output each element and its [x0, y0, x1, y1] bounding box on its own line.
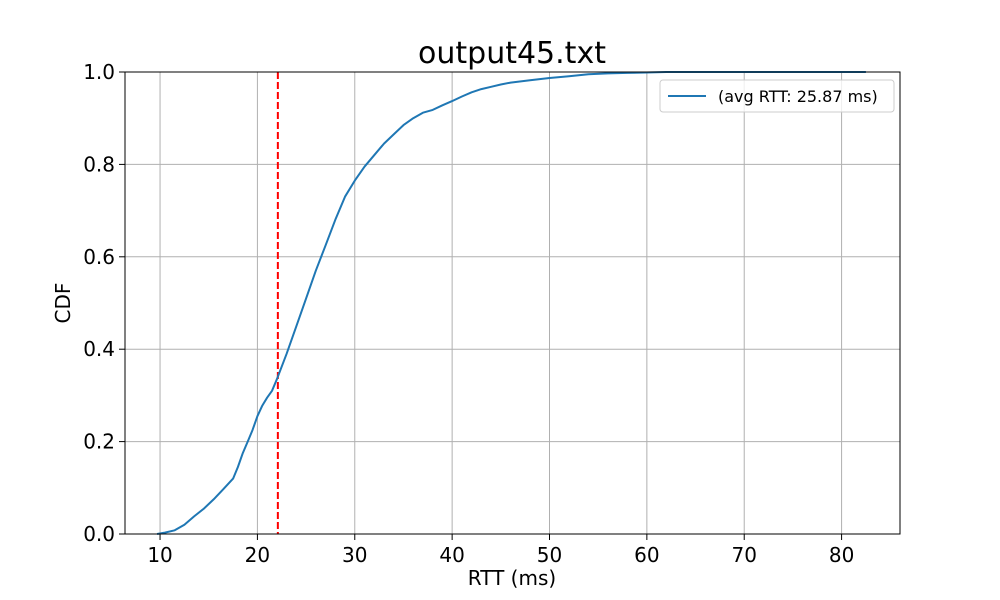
- series-lines: [156, 71, 866, 535]
- x-tick-label: 40: [439, 543, 464, 567]
- x-tick-label: 50: [537, 543, 562, 567]
- chart-title: output45.txt: [418, 36, 606, 71]
- y-tick-label: 0.6: [83, 245, 115, 269]
- y-tick-label: 0.4: [83, 337, 115, 361]
- cdf-series-line: [156, 71, 866, 535]
- x-axis-label: RTT (ms): [468, 566, 556, 590]
- y-ticks: 0.0 0.2 0.4 0.6 0.8 1.0: [83, 60, 125, 546]
- legend: (avg RTT: 25.87 ms): [659, 79, 895, 113]
- x-ticks: 10 20 30 40 50 60 70 80: [147, 534, 854, 567]
- legend-box: [659, 79, 895, 113]
- x-tick-label: 80: [829, 543, 854, 567]
- y-tick-label: 0.0: [83, 522, 115, 546]
- plot-frame: [124, 71, 901, 535]
- legend-label: (avg RTT: 25.87 ms): [718, 87, 878, 106]
- x-tick-label: 30: [342, 543, 367, 567]
- y-tick-label: 0.2: [83, 430, 115, 454]
- x-tick-label: 20: [245, 543, 270, 567]
- y-tick-label: 1.0: [83, 60, 115, 84]
- x-tick-label: 60: [634, 543, 659, 567]
- grid: [125, 71, 900, 535]
- y-axis-label: CDF: [51, 283, 75, 324]
- y-tick-label: 0.8: [83, 152, 115, 176]
- x-tick-label: 70: [731, 543, 756, 567]
- x-tick-label: 10: [147, 543, 172, 567]
